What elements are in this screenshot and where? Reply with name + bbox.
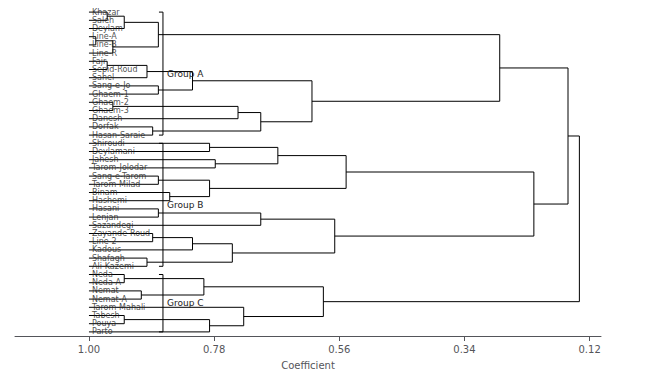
svg-text:1.00: 1.00 bbox=[78, 344, 100, 355]
svg-text:Shiroudi: Shiroudi bbox=[92, 138, 125, 148]
svg-text:Nemat-A: Nemat-A bbox=[92, 294, 127, 304]
svg-text:Hasan-Saraie: Hasan-Saraie bbox=[92, 130, 146, 140]
svg-text:Hasani: Hasani bbox=[92, 204, 120, 214]
svg-text:Line-B: Line-B bbox=[92, 40, 117, 50]
svg-text:Neda: Neda bbox=[92, 270, 113, 279]
svg-text:Deylam: Deylam bbox=[92, 24, 123, 33]
svg-text:Zayande-Roud: Zayande-Roud bbox=[92, 229, 151, 238]
svg-text:Parto: Parto bbox=[92, 327, 113, 336]
svg-text:Group A: Group A bbox=[167, 69, 204, 79]
svg-text:Ghaem-3: Ghaem-3 bbox=[92, 106, 129, 115]
svg-text:Sang-e-Tarom: Sang-e-Tarom bbox=[92, 171, 147, 181]
svg-text:Lenjan: Lenjan bbox=[92, 212, 119, 222]
svg-text:Line-R: Line-R bbox=[92, 48, 118, 58]
svg-text:Sahel: Sahel bbox=[92, 73, 115, 83]
svg-text:Sazandegi: Sazandegi bbox=[92, 220, 134, 230]
svg-text:Coefficient: Coefficient bbox=[281, 360, 335, 371]
svg-text:Sepid-Roud: Sepid-Roud bbox=[92, 65, 138, 74]
svg-text:Hashemi: Hashemi bbox=[92, 196, 128, 206]
svg-text:Ghaem-1: Ghaem-1 bbox=[92, 89, 129, 99]
svg-text:Khazar: Khazar bbox=[92, 7, 120, 17]
svg-text:Saleh: Saleh bbox=[92, 15, 115, 25]
svg-text:0.34: 0.34 bbox=[453, 344, 475, 355]
svg-text:0.78: 0.78 bbox=[203, 344, 225, 355]
svg-text:Binam: Binam bbox=[92, 188, 118, 197]
svg-text:Dorfak: Dorfak bbox=[92, 122, 119, 132]
svg-text:Tarom-Milad: Tarom-Milad bbox=[92, 179, 141, 189]
svg-text:Tabesh: Tabesh bbox=[92, 311, 120, 320]
svg-text:Pouya: Pouya bbox=[92, 319, 117, 329]
svg-text:Tarom-Mahali: Tarom-Mahali bbox=[92, 302, 146, 312]
svg-text:0.56: 0.56 bbox=[328, 344, 350, 355]
svg-text:Group C: Group C bbox=[167, 298, 204, 308]
svg-text:Line-A: Line-A bbox=[92, 32, 117, 42]
svg-text:Group B: Group B bbox=[167, 200, 203, 210]
svg-text:Shafagh: Shafagh bbox=[92, 253, 125, 263]
svg-text:0.12: 0.12 bbox=[578, 344, 600, 355]
svg-text:Danesh: Danesh bbox=[92, 114, 123, 124]
svg-text:Jahesh: Jahesh bbox=[92, 155, 119, 165]
svg-text:Sang-e-Jo: Sang-e-Jo bbox=[92, 81, 131, 91]
svg-text:Kadous: Kadous bbox=[92, 245, 122, 255]
svg-text:Ghaem-2: Ghaem-2 bbox=[92, 97, 129, 107]
svg-text:Ali-Kazemi: Ali-Kazemi bbox=[92, 261, 134, 271]
svg-text:Deylamani: Deylamani bbox=[92, 147, 135, 156]
svg-text:Nemat: Nemat bbox=[92, 286, 119, 296]
svg-text:Fajr: Fajr bbox=[92, 56, 107, 66]
svg-text:Line-2: Line-2 bbox=[92, 237, 117, 247]
svg-text:Neda-A: Neda-A bbox=[92, 278, 121, 288]
svg-text:Tarom-Jolodar: Tarom-Jolodar bbox=[92, 163, 148, 173]
